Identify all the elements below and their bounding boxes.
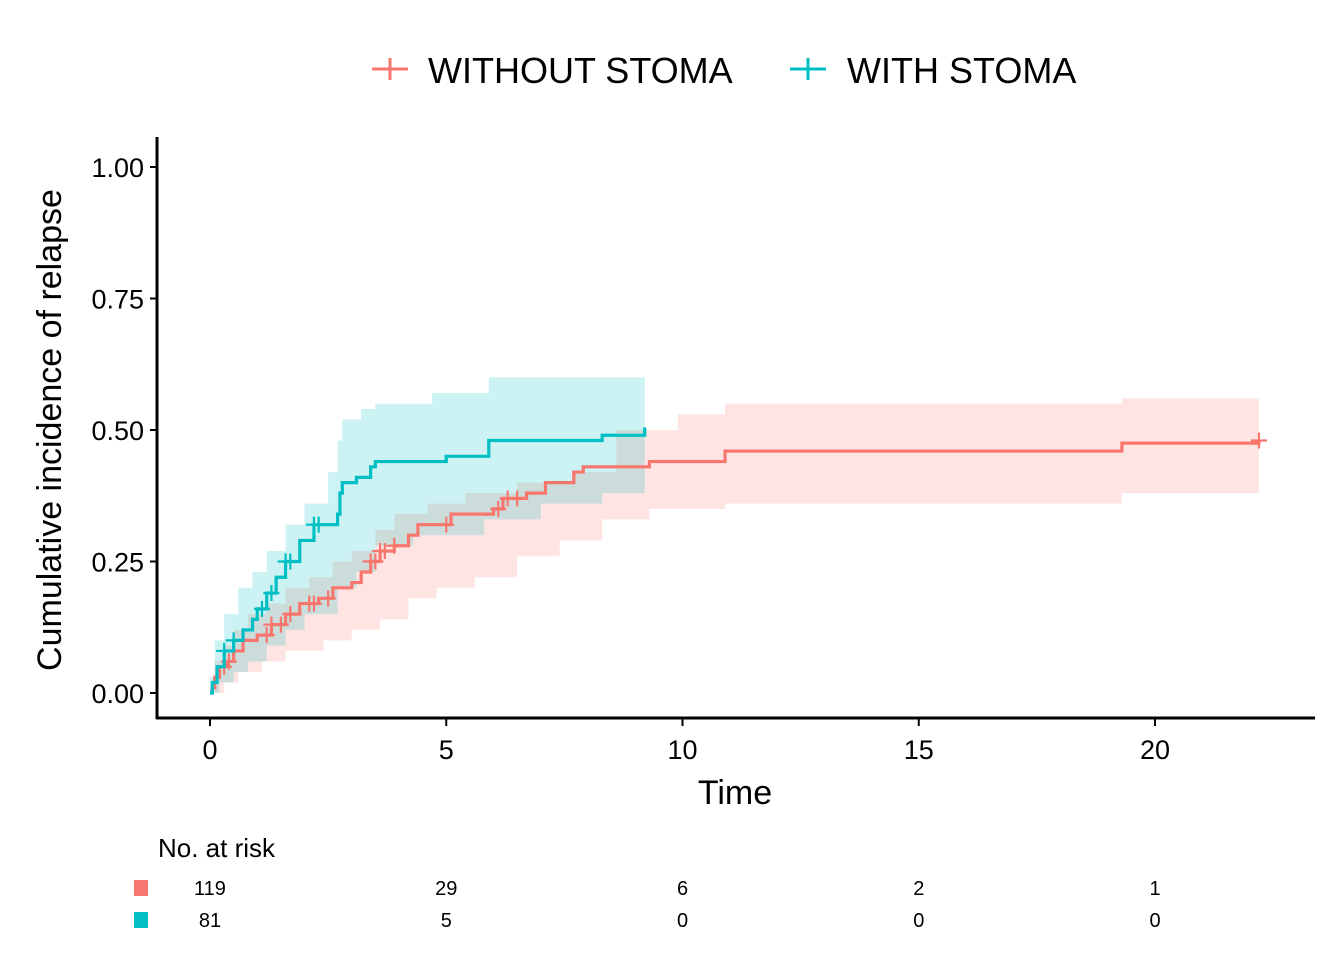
censor-mark-with-stoma <box>225 632 242 649</box>
risk-count-without-stoma: 29 <box>435 878 457 900</box>
x-tick-label: 10 <box>667 735 697 765</box>
risk-table: No. at risk 119 29 6 2 1 81 5 0 0 0 <box>134 833 1161 932</box>
risk-swatch-with-stoma <box>134 912 148 928</box>
y-tick-label: 0.00 <box>91 679 144 709</box>
legend-label-without-stoma: WITHOUT STOMA <box>428 50 733 91</box>
risk-count-with-stoma: 0 <box>677 910 688 932</box>
censor-mark-without-stoma <box>1250 432 1267 449</box>
x-tick-label: 20 <box>1140 735 1170 765</box>
risk-count-with-stoma: 0 <box>913 910 924 932</box>
legend: WITHOUT STOMA WITH STOMA <box>372 50 1076 91</box>
censor-mark-without-stoma <box>509 490 526 507</box>
legend-item-with-stoma: WITH STOMA <box>790 50 1076 91</box>
x-tick-label: 15 <box>904 735 934 765</box>
y-tick-label: 0.25 <box>91 548 144 578</box>
censor-mark-with-stoma <box>216 642 233 659</box>
censor-mark-without-stoma <box>282 606 299 623</box>
risk-count-with-stoma: 0 <box>1149 910 1160 932</box>
y-tick-label: 0.75 <box>91 285 144 315</box>
risk-count-with-stoma: 81 <box>199 910 221 932</box>
censor-mark-without-stoma <box>386 537 403 554</box>
risk-count-with-stoma: 5 <box>441 910 452 932</box>
y-axis-title: Cumulative incidence of relapse <box>31 189 69 671</box>
censor-mark-without-stoma <box>438 516 455 533</box>
legend-label-with-stoma: WITH STOMA <box>847 50 1076 91</box>
censor-mark-with-stoma <box>310 516 327 533</box>
ci-band-with-stoma <box>210 366 645 693</box>
risk-swatch-without-stoma <box>134 880 148 896</box>
censor-mark-without-stoma <box>376 542 393 559</box>
censor-mark-without-stoma <box>272 616 289 633</box>
x-axis-ticks: 0 5 10 15 20 <box>202 718 1170 765</box>
risk-count-without-stoma: 2 <box>913 878 924 900</box>
plot-area <box>210 366 1267 695</box>
x-tick-label: 5 <box>439 735 454 765</box>
censor-mark-without-stoma <box>258 627 275 644</box>
censor-mark-without-stoma <box>367 553 384 570</box>
censor-mark-without-stoma <box>320 590 337 607</box>
ci-band-without-stoma <box>210 398 1259 693</box>
risk-count-without-stoma: 6 <box>677 878 688 900</box>
censor-mark-with-stoma <box>253 600 270 617</box>
censor-mark-without-stoma <box>305 595 322 612</box>
censor-mark-with-stoma <box>282 553 299 570</box>
y-tick-label: 1.00 <box>91 153 144 183</box>
legend-item-without-stoma: WITHOUT STOMA <box>372 50 733 91</box>
censor-mark-with-stoma <box>263 585 280 602</box>
risk-count-without-stoma: 1 <box>1149 878 1160 900</box>
x-axis-title: Time <box>698 774 772 812</box>
x-tick-label: 0 <box>202 735 217 765</box>
risk-count-without-stoma: 119 <box>194 878 226 900</box>
y-tick-label: 0.50 <box>91 416 144 446</box>
censor-mark-without-stoma <box>490 500 507 517</box>
y-axis-ticks: 0.00 0.25 0.50 0.75 1.00 <box>91 153 157 709</box>
risk-table-title: No. at risk <box>158 833 276 863</box>
